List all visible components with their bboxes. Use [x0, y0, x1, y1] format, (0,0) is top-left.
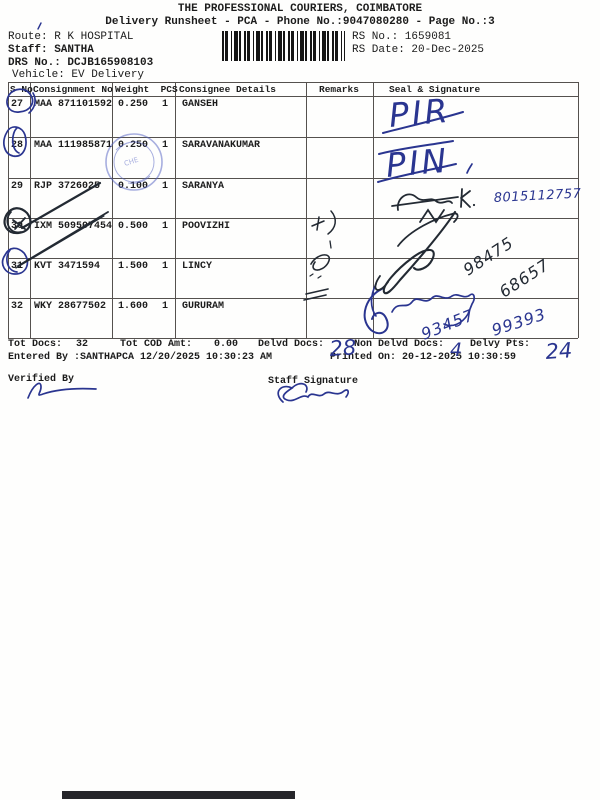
- cell-consignment: WKY 28677502: [34, 301, 107, 312]
- header-weight-pcs: Weight PCS: [115, 84, 178, 95]
- tot-cod-value: 0.00: [214, 339, 239, 350]
- table-gridline: [8, 338, 578, 339]
- row27-seal-handwriting: PIR: [387, 91, 452, 135]
- cell-sno: 30: [11, 221, 24, 232]
- header-remarks: Remarks: [319, 84, 359, 95]
- cell-consignment: MAA 111985871: [34, 140, 113, 151]
- staff-signature-label: Staff Signature: [268, 376, 359, 387]
- cell-consignee: SARANYA: [182, 181, 225, 192]
- row29-phone-handwriting: 8015112757: [493, 186, 582, 206]
- remarks-paren-mark-ink: [327, 210, 336, 235]
- cell-pcs: 1: [162, 181, 169, 192]
- printed-on-line: Printed On: 20-12-2025 10:30:59: [330, 352, 517, 363]
- cell-sno: 29: [11, 181, 24, 192]
- delvd-docs-label: Delvd Docs:: [258, 339, 325, 350]
- route-line: Route: R K HOSPITAL: [8, 31, 134, 43]
- staff-line: Staff: SANTHA: [8, 44, 94, 56]
- table-gridline: [306, 82, 307, 338]
- cell-consignee: SARAVANAKUMAR: [182, 140, 261, 151]
- table-gridline: [8, 218, 578, 219]
- table-gridline: [8, 96, 578, 97]
- row32-signature-ink: [363, 287, 389, 335]
- runsheet-barcode: [222, 31, 345, 61]
- runsheet-subtitle: Delivery Runsheet - PCA - Phone No.:9047…: [105, 16, 495, 28]
- header-seal: Seal & Signature: [389, 84, 481, 95]
- verified-by-signature-ink: [27, 382, 97, 399]
- table-gridline: [8, 298, 578, 299]
- tot-cod-label: Tot COD Amt:: [120, 339, 193, 350]
- cell-consignment: KVT 3471594: [34, 261, 101, 272]
- rows3031-signature-ink: [419, 208, 445, 224]
- cell-weight: 1.500: [118, 261, 149, 272]
- cell-pcs: 1: [162, 140, 169, 151]
- row29-signature-ink: [460, 188, 471, 208]
- row28-seal-underline-ink: [377, 163, 457, 183]
- table-gridline: [8, 178, 578, 179]
- row29-signature-ink: [396, 193, 453, 211]
- delvy-pts-handwritten-value: 24: [545, 338, 573, 364]
- table-gridline: [8, 137, 578, 138]
- table-gridline: [8, 258, 578, 259]
- scan-artifact-bar: [62, 791, 295, 799]
- non-delvd-docs-label: Non Delvd Docs:: [354, 339, 445, 350]
- row32-number-handwriting: 99393: [489, 304, 548, 339]
- rows3031-signature-ink: [382, 210, 457, 295]
- table-gridline: [112, 82, 113, 338]
- cell-consignment: RJP 3726025: [34, 181, 101, 192]
- cell-consignment: MAA 871101592: [34, 99, 113, 110]
- cell-consignee: POOVIZHI: [182, 221, 231, 232]
- row29-signature-ink: [472, 203, 476, 207]
- row27-seal-underline-ink: [382, 111, 464, 134]
- row29-signature-ink: [391, 196, 459, 207]
- cell-sno: 28: [11, 140, 24, 151]
- table-gridline: [30, 82, 31, 338]
- header-consignment: Consignment No: [33, 84, 113, 95]
- row28-apostrophe-ink: [466, 163, 473, 174]
- vehicle-line: Vehicle: EV Delivery: [12, 69, 145, 81]
- cell-pcs: 1: [162, 99, 169, 110]
- staff-signature-ink: [277, 385, 350, 403]
- remarks-scribble-mark-ink: [309, 273, 322, 279]
- rs-date-line: RS Date: 20-Dec-2025: [352, 44, 485, 56]
- cell-sno: 32: [11, 301, 24, 312]
- rows3031-number-handwriting: 98475: [460, 233, 517, 279]
- cell-sno: 31: [11, 261, 24, 272]
- cell-weight: 0.250: [118, 99, 149, 110]
- tot-docs-value: 32: [76, 339, 89, 350]
- rows3031-number-handwriting: 68657: [496, 255, 553, 301]
- company-title: THE PROFESSIONAL COURIERS, COIMBATORE: [177, 3, 423, 15]
- cell-weight: 0.100: [118, 181, 149, 192]
- tot-docs-label: Tot Docs:: [8, 339, 63, 350]
- cell-weight: 0.500: [118, 221, 149, 232]
- header-sno: S No: [10, 84, 33, 95]
- cell-consignee: LINCY: [182, 261, 213, 272]
- svg-text:CHE: CHE: [123, 156, 139, 168]
- header-consignee: Consignee Details: [179, 84, 276, 95]
- entered-by-line: Entered By :SANTHAPCA 12/20/2025 10:30:2…: [8, 352, 273, 363]
- remarks-dash-mark-ink: [329, 240, 332, 249]
- table-gridline: [578, 82, 579, 338]
- row28-seal-overline-ink: [378, 140, 454, 155]
- table-gridline: [175, 82, 176, 338]
- cell-pcs: 1: [162, 261, 169, 272]
- cell-consignment: IXM 509507454: [34, 221, 113, 232]
- cell-pcs: 1: [162, 301, 169, 312]
- rs-no-line: RS No.: 1659081: [352, 31, 452, 43]
- table-gridline: [373, 82, 374, 338]
- cell-pcs: 1: [162, 221, 169, 232]
- rows3031-signature-ink: [374, 275, 389, 291]
- cell-weight: 0.250: [118, 140, 149, 151]
- cell-consignee: GURURAM: [182, 301, 225, 312]
- cell-sno: 27: [11, 99, 24, 110]
- verified-by-label: Verified By: [8, 374, 75, 385]
- drs-no-line: DRS No.: DCJB165908103: [8, 57, 154, 69]
- cell-weight: 1.600: [118, 301, 149, 312]
- delvy-pts-label: Delvy Pts:: [470, 339, 531, 350]
- cell-consignee: GANSEH: [182, 99, 219, 110]
- table-gridline: [8, 82, 578, 83]
- table-gridline: [8, 82, 9, 338]
